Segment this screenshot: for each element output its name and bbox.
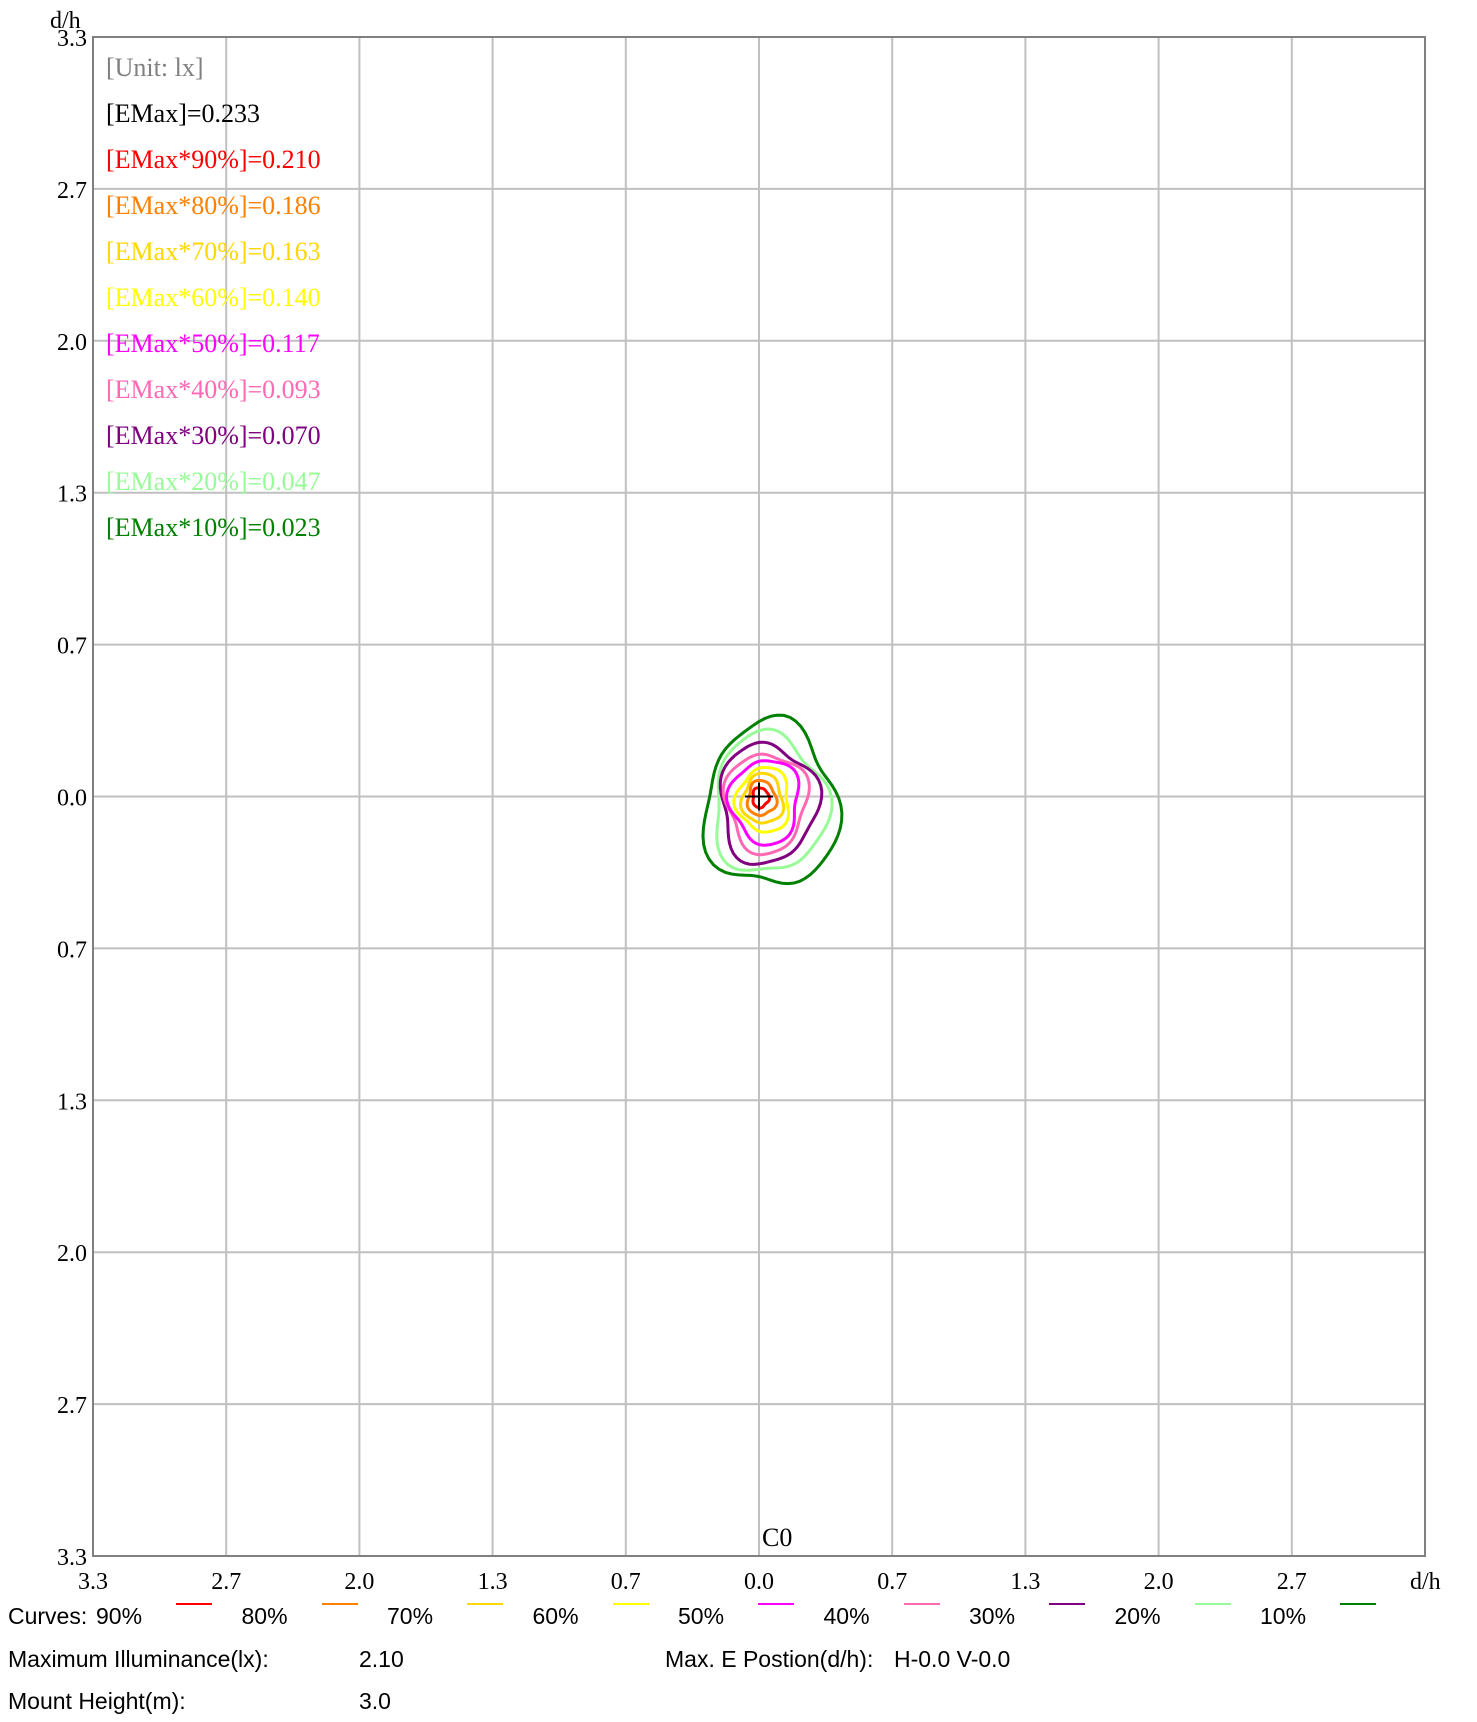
y-tick-label: 2.7 — [57, 178, 87, 204]
contour-50-percent — [724, 759, 801, 847]
x-tick-label: 2.0 — [1144, 1569, 1174, 1595]
level-label-80: [EMax*80%]=0.186 — [106, 191, 321, 220]
x-axis-unit-label: d/h — [1410, 1569, 1441, 1595]
x-tick-label: 0.7 — [611, 1569, 641, 1595]
y-tick-label: 2.7 — [57, 1393, 87, 1419]
x-tick-label: 2.7 — [1277, 1569, 1307, 1595]
x-tick-labels: 3.3 2.7 2.0 1.3 0.7 0.0 0.7 1.3 2.0 2.7 — [78, 1569, 1307, 1595]
max-illuminance-value: 2.10 — [359, 1646, 404, 1672]
level-label-10: [EMax*10%]=0.023 — [106, 513, 321, 542]
curve-legend-label: 60% — [532, 1603, 579, 1629]
plot-frame — [92, 36, 1426, 1557]
curve-legend-label: 10% — [1260, 1603, 1307, 1629]
contour-20-percent — [715, 727, 834, 872]
curve-legend-label: 40% — [823, 1603, 870, 1629]
curve-legend-label: 30% — [969, 1603, 1016, 1629]
curve-legend-swatch — [758, 1603, 794, 1605]
x-tick-label: 2.7 — [211, 1569, 241, 1595]
mount-height-label: Mount Height(m): — [8, 1688, 186, 1714]
curve-legend-label: 50% — [678, 1603, 725, 1629]
curve-legend-swatch — [176, 1603, 212, 1605]
x-tick-label: 0.0 — [744, 1569, 774, 1595]
plane-label: C0 — [762, 1523, 792, 1552]
curve-legend-label: 70% — [387, 1603, 434, 1629]
x-tick-label: 1.3 — [478, 1569, 508, 1595]
max-illuminance-label: Maximum Illuminance(lx): — [8, 1646, 269, 1672]
curve-legend-swatch — [903, 1603, 940, 1605]
y-tick-label: 2.0 — [57, 1241, 87, 1267]
contour-80-percent — [745, 778, 779, 818]
level-label-70: [EMax*70%]=0.163 — [106, 237, 321, 266]
curves-label: Curves: — [8, 1603, 88, 1629]
contour-30-percent — [718, 740, 824, 866]
level-label-90: [EMax*90%]=0.210 — [106, 145, 321, 174]
y-tick-label: 0.0 — [57, 786, 87, 812]
mount-height-value: 3.0 — [359, 1688, 391, 1714]
y-axis-unit-label: d/h — [50, 8, 81, 34]
curve-legend-swatch — [467, 1603, 503, 1605]
y-tick-label: 0.7 — [57, 634, 87, 660]
curve-legend-swatch — [1340, 1603, 1376, 1605]
y-tick-label: 1.3 — [57, 1089, 87, 1115]
y-tick-label: 3.3 — [57, 1545, 87, 1571]
curve-legend-swatch — [321, 1603, 358, 1605]
contour-curves — [701, 713, 844, 886]
level-label-30: [EMax*30%]=0.070 — [106, 421, 321, 450]
unit-label: [Unit: lx] — [106, 53, 204, 82]
contour-70-percent — [738, 771, 786, 825]
contour-60-percent — [732, 766, 790, 834]
curve-legend-label: 80% — [241, 1603, 288, 1629]
y-tick-label: 3.3 — [57, 26, 87, 52]
emax-label: [EMax]=0.233 — [106, 99, 260, 128]
curve-legend-label: 20% — [1114, 1603, 1161, 1629]
level-label-50: [EMax*50%]=0.117 — [106, 329, 320, 358]
contour-10-percent — [701, 713, 844, 886]
y-tick-label: 0.7 — [57, 937, 87, 963]
curve-legend-swatch — [1194, 1603, 1231, 1605]
level-legend: [EMax*90%]=0.210 [EMax*80%]=0.186 [EMax*70… — [106, 145, 321, 542]
max-position-value: H-0.0 V-0.0 — [894, 1646, 1011, 1672]
x-tick-label: 0.7 — [877, 1569, 907, 1595]
y-tick-label: 2.0 — [57, 330, 87, 356]
y-tick-label: 1.3 — [57, 482, 87, 508]
curve-legend-swatch — [1049, 1603, 1085, 1605]
max-position-label: Max. E Postion(d/h): — [665, 1646, 874, 1672]
curve-legend-swatch — [612, 1603, 649, 1605]
max-marker — [745, 782, 773, 811]
x-tick-label: 3.3 — [78, 1569, 108, 1595]
curve-legend-label: 90% — [96, 1603, 143, 1629]
contour-40-percent — [721, 752, 811, 857]
level-label-20: [EMax*20%]=0.047 — [106, 467, 321, 496]
x-tick-label: 2.0 — [344, 1569, 374, 1595]
level-label-60: [EMax*60%]=0.140 — [106, 283, 321, 312]
level-label-40: [EMax*40%]=0.093 — [106, 375, 321, 404]
y-tick-labels: 3.3 2.7 2.0 1.3 0.7 0.0 0.7 1.3 2.0 2.7 3.3 — [57, 26, 87, 1571]
contour-90-percent — [751, 786, 772, 810]
x-tick-label: 1.3 — [1010, 1569, 1040, 1595]
